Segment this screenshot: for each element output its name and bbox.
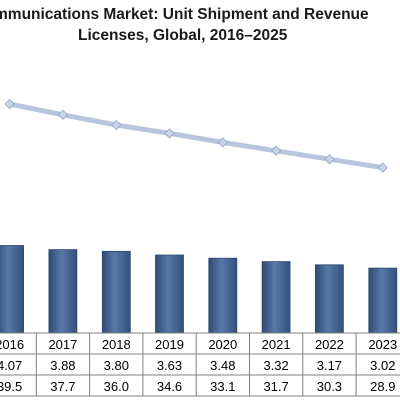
data-table: 2016 2017 2018 2019 2020 2021 2022 2023 4.07 3.88… [0,332,400,397]
table-cell-r0-2019: 3.63 [157,358,182,373]
bar-2019 [155,254,184,334]
line-marker-2020 [217,137,228,148]
category-label-2021: 2021 [262,337,291,352]
line-series [4,98,388,173]
table-cell-r1-2019: 34.6 [157,379,182,394]
table-cell-r0-2023: 3.02 [370,358,395,373]
bar-2021 [261,261,291,334]
bar-2023 [368,267,398,334]
table-cell-r1-2020: 33.1 [210,379,235,394]
bar-2022 [314,264,344,334]
table-cell-r1-2016: 39.5 [0,379,22,394]
category-label-2020: 2020 [208,337,237,352]
table-cell-r0-2021: 3.32 [263,358,288,373]
table-cell-r0-2017: 3.88 [50,358,75,373]
category-label-2016: 2016 [0,337,24,352]
table-cell-r1-2018: 36.0 [104,379,129,394]
category-label-2023: 2023 [368,337,397,352]
category-label-2019: 2019 [155,337,184,352]
bar-2016 [0,245,24,334]
table-cell-r0-2020: 3.48 [210,358,235,373]
line-marker-2022 [324,154,335,165]
category-label-2017: 2017 [48,337,77,352]
bar-2020 [208,257,238,334]
table-cell-r0-2022: 3.17 [317,358,342,373]
chart-title-line-2: Licenses, Global, 2016–2025 [78,27,288,44]
table-cell-r1-2023: 28.9 [370,379,395,394]
table-cell-r0-2016: 4.07 [0,358,22,373]
category-label-2022: 2022 [315,337,344,352]
table-cell-r0-2018: 3.80 [104,358,129,373]
table-cell-r1-2021: 31.7 [263,379,288,394]
line-marker-2016 [4,98,15,110]
bar-2017 [48,249,78,334]
bar-series [0,245,398,334]
line-marker-2021 [271,145,282,156]
line-marker-2017 [57,109,68,120]
table-cell-r1-2022: 30.3 [317,379,342,394]
bar-2018 [101,250,131,334]
line-path [9,101,384,171]
line-marker-2018 [111,119,122,131]
line-marker-2019 [164,128,175,139]
category-label-2018: 2018 [102,337,131,352]
chart-title-line-1: mmunications Market: Unit Shipment and R… [0,6,369,23]
line-marker-2023 [377,162,388,173]
table-cell-r1-2017: 37.7 [50,379,75,394]
